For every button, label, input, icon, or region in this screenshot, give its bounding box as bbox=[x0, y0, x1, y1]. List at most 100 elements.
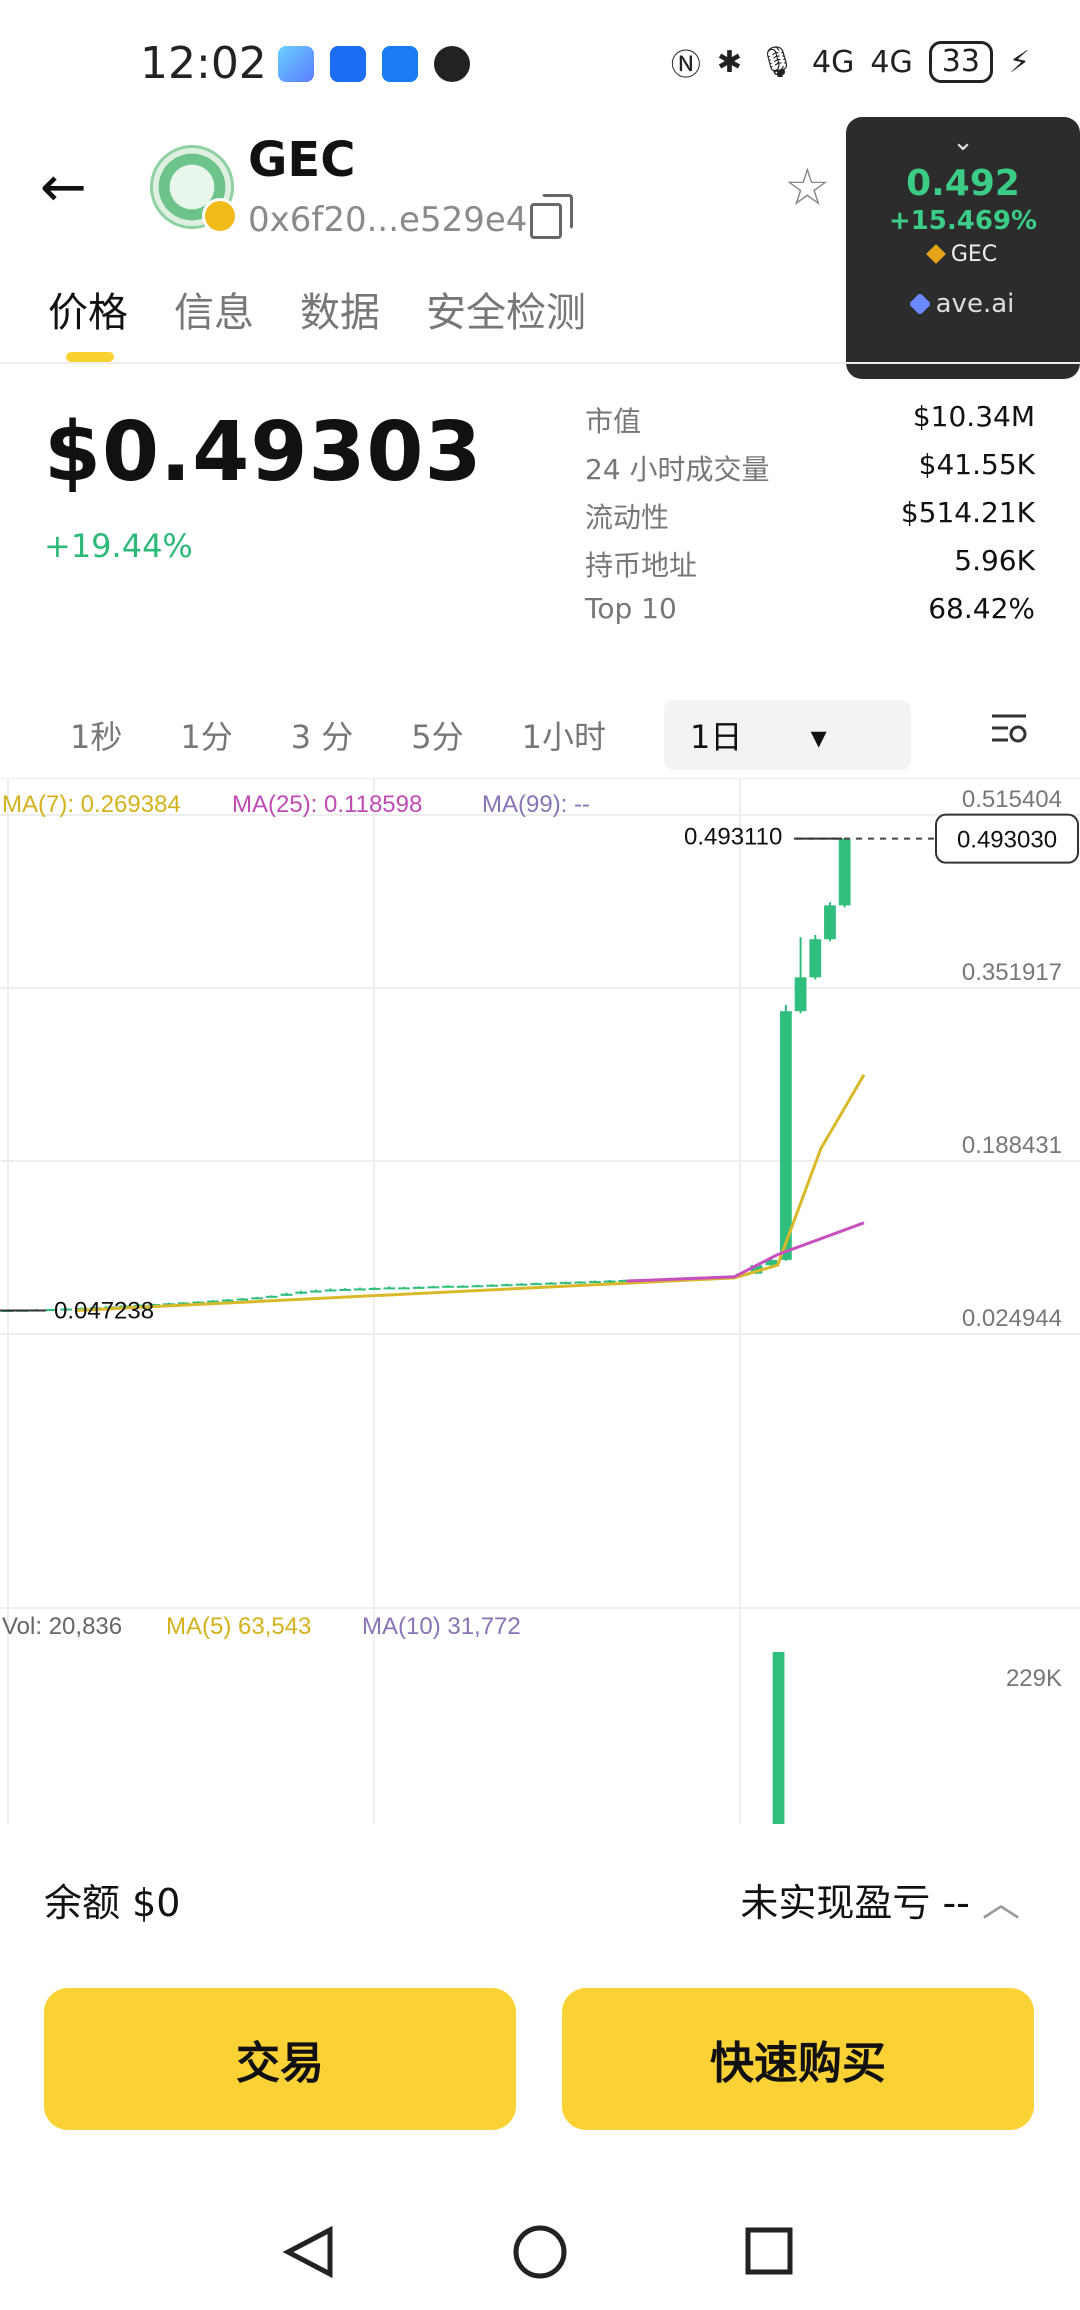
mic-icon: 🎙 bbox=[757, 44, 797, 80]
candle-body bbox=[339, 1288, 352, 1291]
stat-row: 24 小时成交量 $41.55K bbox=[585, 448, 1035, 496]
tab-info[interactable]: 信息 bbox=[174, 290, 254, 336]
y-tick-label: 0.515404 bbox=[962, 786, 1062, 813]
token-name: GEC bbox=[248, 132, 356, 188]
tab-divider bbox=[0, 362, 1080, 364]
back-arrow-icon[interactable]: ← bbox=[40, 155, 87, 220]
candle-body bbox=[177, 1302, 190, 1305]
stat-value: $41.55K bbox=[918, 448, 1035, 481]
tab-security[interactable]: 安全检测 bbox=[426, 290, 586, 336]
vol-ma5-legend: MA(5) 63,543 bbox=[166, 1613, 311, 1640]
timeframe-selected-dropdown[interactable]: 1日 ▾ bbox=[664, 700, 911, 770]
candle-body bbox=[383, 1287, 396, 1290]
status-right: Ⓝ ✱ 🎙 4G 4G 33 ⚡ bbox=[671, 40, 1030, 84]
ma25-legend: MA(25): 0.118598 bbox=[232, 791, 422, 818]
candle-body bbox=[824, 905, 836, 940]
candle-body bbox=[412, 1286, 425, 1289]
timeframe-5m[interactable]: 5分 bbox=[411, 718, 464, 756]
stat-row: 市值 $10.34M bbox=[585, 400, 1035, 448]
candle-body bbox=[221, 1299, 234, 1302]
candle-body bbox=[794, 977, 807, 1012]
stat-row: Top 10 68.42% bbox=[585, 592, 1035, 640]
stat-row: 持币地址 5.96K bbox=[585, 544, 1035, 592]
candle-body bbox=[456, 1285, 469, 1288]
unrealized-pnl[interactable]: 未实现盈亏 -- ︿ bbox=[740, 1872, 1020, 1927]
battery-icon: 33 bbox=[928, 41, 993, 83]
stat-value: $514.21K bbox=[900, 496, 1035, 529]
candle-body bbox=[398, 1287, 410, 1290]
nav-back-icon[interactable] bbox=[282, 2225, 333, 2279]
timeframe-1h[interactable]: 1小时 bbox=[521, 718, 607, 756]
candle-body bbox=[163, 1303, 175, 1306]
price-markers: 0.493030 0.493110 0.047238 bbox=[0, 813, 1079, 1324]
candle-body bbox=[500, 1284, 513, 1287]
ma99-legend: MA(99): -- bbox=[482, 791, 590, 818]
signal-1: 4G bbox=[812, 44, 855, 80]
candle-body bbox=[427, 1286, 440, 1289]
candle-body bbox=[236, 1298, 249, 1301]
price-chart[interactable]: MA(7): 0.269384 MA(25): 0.118598 MA(99):… bbox=[0, 778, 1080, 1824]
balance-label: 余额 bbox=[44, 1881, 121, 1925]
status-app-icons bbox=[278, 46, 470, 82]
candle-body bbox=[515, 1283, 528, 1286]
nfc-icon: Ⓝ bbox=[670, 48, 701, 83]
bnb-icon bbox=[925, 244, 946, 264]
ave-app-icon bbox=[278, 46, 314, 82]
y-tick-label: 0.351917 bbox=[962, 959, 1062, 986]
widget-symbol: GEC bbox=[950, 242, 998, 267]
candle-body bbox=[309, 1290, 322, 1293]
candle-body bbox=[559, 1282, 572, 1285]
candle-body bbox=[251, 1297, 263, 1300]
qq-icon bbox=[434, 46, 470, 82]
widget-source: ave.ai bbox=[935, 289, 1015, 319]
chevron-down-icon[interactable]: ⌄ bbox=[952, 127, 974, 157]
low-price-label: 0.047238 bbox=[54, 1297, 154, 1324]
stat-value: 5.96K bbox=[954, 544, 1035, 577]
caret-down-icon: ▾ bbox=[810, 718, 827, 756]
volume-bar bbox=[772, 1652, 785, 1824]
stat-label: 市值 bbox=[585, 405, 642, 438]
candle-body bbox=[603, 1280, 616, 1283]
candle-body bbox=[809, 939, 822, 978]
price-float-widget[interactable]: ⌄ 0.492 +15.469% GEC ave.ai bbox=[846, 117, 1080, 379]
vol-y-tick: 229K bbox=[1006, 1665, 1062, 1692]
nav-home-icon[interactable] bbox=[513, 2225, 567, 2279]
stat-label: Top 10 bbox=[585, 592, 677, 625]
ma7-line bbox=[75, 1073, 866, 1312]
timeframe-3m[interactable]: 3 分 bbox=[290, 718, 354, 756]
candle-body bbox=[192, 1301, 205, 1304]
current-price-box bbox=[935, 813, 1079, 864]
candle-body bbox=[838, 838, 851, 906]
quick-buy-button[interactable]: 快速购买 bbox=[562, 1988, 1034, 2130]
candle-body bbox=[544, 1282, 557, 1285]
tab-price[interactable]: 价格 bbox=[48, 290, 128, 336]
feishu-icon bbox=[382, 46, 418, 82]
tab-data[interactable]: 数据 bbox=[300, 290, 380, 336]
timeframe-1s[interactable]: 1秒 bbox=[70, 718, 123, 756]
chart-grid bbox=[0, 778, 1080, 1824]
stat-row: 流动性 $514.21K bbox=[585, 496, 1035, 544]
balance: 余额 $0 bbox=[44, 1872, 180, 1927]
stat-label: 持币地址 bbox=[585, 549, 698, 582]
signal-2: 4G bbox=[870, 44, 913, 80]
candle-body bbox=[280, 1293, 293, 1296]
favorite-star-icon[interactable]: ☆ bbox=[784, 158, 831, 218]
candle-body bbox=[324, 1289, 337, 1292]
vol-ma10-legend: MA(10) 31,772 bbox=[362, 1613, 521, 1640]
candle-body bbox=[486, 1284, 498, 1287]
chart-settings-icon[interactable] bbox=[990, 708, 1030, 748]
copy-icon[interactable] bbox=[530, 194, 573, 239]
balance-value: $0 bbox=[132, 1881, 181, 1925]
widget-symbol-row: GEC bbox=[846, 242, 1080, 267]
status-time: 12:02 bbox=[140, 38, 267, 89]
timeframe-1m[interactable]: 1分 bbox=[180, 718, 233, 756]
timeframe-selected-label: 1日 bbox=[690, 718, 743, 756]
nav-recents-icon[interactable] bbox=[745, 2227, 793, 2275]
widget-change: +15.469% bbox=[888, 206, 1038, 236]
volume-bars bbox=[772, 1652, 785, 1824]
token-address: 0x6f20...e529e4 bbox=[248, 200, 528, 240]
ave-logo-icon bbox=[908, 292, 931, 316]
stat-label: 流动性 bbox=[585, 501, 670, 534]
trade-button[interactable]: 交易 bbox=[44, 1988, 516, 2130]
ma-lines bbox=[75, 1073, 866, 1312]
